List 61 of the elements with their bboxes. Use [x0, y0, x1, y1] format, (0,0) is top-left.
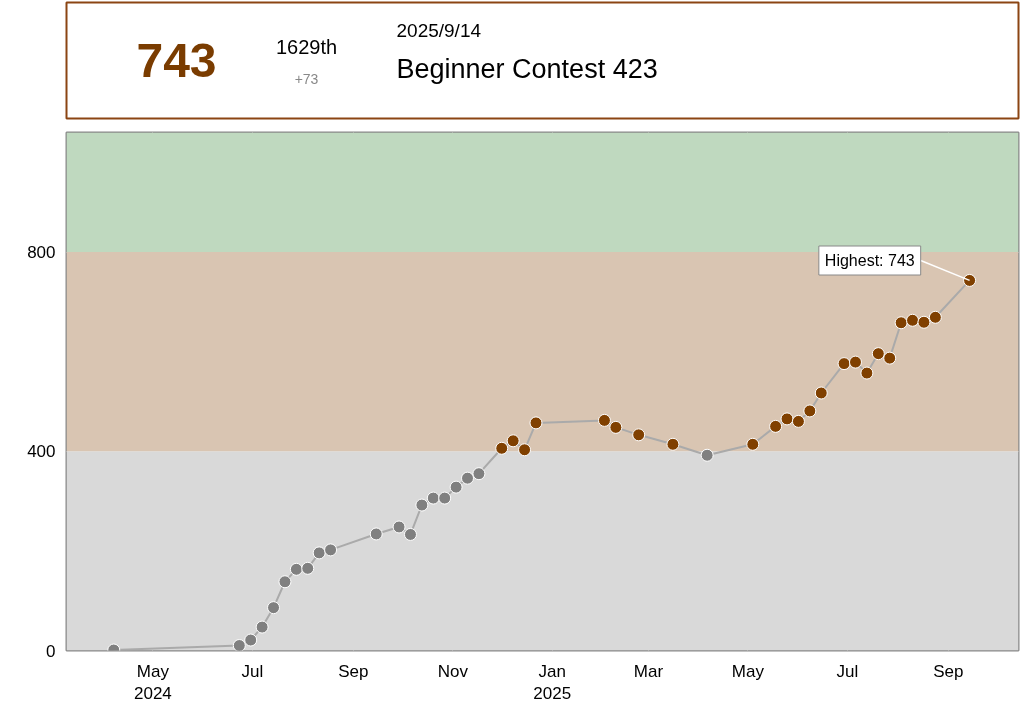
text: Beginner Contest 423 [396, 53, 658, 84]
point [860, 366, 874, 380]
point [894, 316, 908, 330]
x-tick-label: Jul [836, 661, 859, 681]
x-tick-label: Nov [437, 661, 469, 681]
x-tick-label: May 2024 [133, 661, 172, 704]
point [415, 498, 429, 512]
text: +73 [294, 70, 319, 87]
point [289, 562, 303, 576]
text: 1629th [275, 35, 338, 58]
point [928, 310, 942, 324]
x-tick-label: Sep [933, 661, 964, 681]
point [392, 520, 406, 534]
x-tick-label: Jul [241, 661, 264, 681]
point [871, 347, 885, 361]
y-tick-label: 400 [27, 442, 56, 462]
point [449, 480, 463, 494]
point [597, 413, 611, 427]
point [906, 313, 920, 327]
point [963, 273, 977, 287]
x-tick-label: Mar [633, 661, 664, 681]
x-tick-label: Jan 2025 [533, 661, 572, 704]
point [255, 620, 269, 634]
point [438, 491, 452, 505]
point [848, 355, 862, 369]
point [529, 416, 543, 430]
point [267, 601, 281, 615]
point [506, 434, 520, 448]
point [609, 420, 623, 434]
point [746, 437, 760, 451]
point [883, 351, 897, 365]
point [472, 467, 486, 481]
point [917, 315, 931, 329]
point [780, 412, 794, 426]
point [814, 386, 828, 400]
annotation: Highest: 743 [824, 252, 915, 270]
point [369, 527, 383, 541]
x-tick-label: May [731, 661, 765, 681]
point [666, 437, 680, 451]
text: 2025/9/14 [396, 20, 482, 41]
point [791, 414, 805, 428]
y-tick-label: 800 [27, 243, 56, 263]
point [803, 404, 817, 418]
point [232, 639, 246, 651]
point [495, 441, 509, 455]
point [278, 575, 292, 589]
point [301, 561, 315, 575]
point [244, 633, 258, 647]
point [324, 543, 338, 557]
point [700, 448, 714, 462]
point [518, 443, 532, 457]
point [312, 546, 326, 560]
point [837, 357, 851, 371]
point [769, 419, 783, 433]
point [426, 491, 440, 505]
y-tick-label: 0 [46, 641, 56, 661]
point [461, 471, 475, 485]
point [632, 428, 646, 442]
point [403, 527, 417, 541]
x-tick-label: Sep [338, 661, 369, 681]
text: 743 [136, 34, 217, 87]
